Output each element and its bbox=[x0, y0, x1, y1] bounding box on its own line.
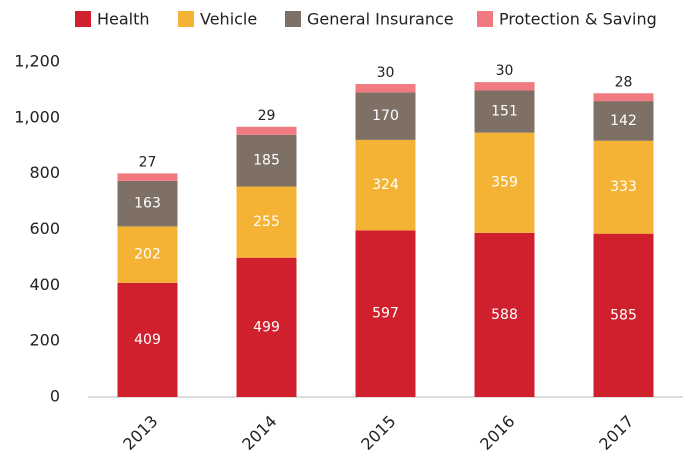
data-label: 28 bbox=[615, 74, 633, 90]
bar-segment bbox=[593, 93, 654, 102]
data-label: 27 bbox=[139, 154, 157, 170]
data-label: 29 bbox=[258, 108, 276, 124]
bar-segment bbox=[355, 230, 416, 397]
y-tick-label: 800 bbox=[29, 163, 60, 182]
data-label: 499 bbox=[253, 319, 280, 335]
bar-segment bbox=[474, 82, 535, 91]
x-tick-label: 2013 bbox=[119, 412, 161, 454]
data-label: 202 bbox=[134, 247, 161, 263]
legend-swatch bbox=[285, 11, 301, 27]
data-label: 170 bbox=[372, 108, 399, 124]
x-tick-label: 2015 bbox=[357, 412, 399, 454]
y-tick-label: 200 bbox=[29, 331, 60, 350]
data-label: 151 bbox=[491, 104, 518, 120]
data-label: 597 bbox=[372, 306, 399, 322]
y-tick-label: 400 bbox=[29, 275, 60, 294]
data-label: 30 bbox=[496, 63, 514, 79]
data-label: 255 bbox=[253, 214, 280, 230]
bar-segment bbox=[593, 101, 654, 141]
x-tick-label: 2017 bbox=[595, 412, 637, 454]
y-tick-label: 600 bbox=[29, 219, 60, 238]
bar-segment bbox=[593, 140, 654, 234]
bar-segment bbox=[474, 232, 535, 397]
data-label: 163 bbox=[134, 196, 161, 212]
data-label: 142 bbox=[610, 113, 637, 129]
legend-label: General Insurance bbox=[307, 10, 454, 29]
data-label: 324 bbox=[372, 177, 399, 193]
bar-segment bbox=[355, 139, 416, 231]
bar-segment bbox=[474, 90, 535, 133]
data-label: 333 bbox=[610, 179, 637, 195]
y-tick-label: 1,000 bbox=[14, 107, 60, 126]
bar-segment bbox=[117, 180, 178, 227]
bar-segment bbox=[236, 257, 297, 397]
bar-segment bbox=[117, 282, 178, 397]
legend-swatch bbox=[75, 11, 91, 27]
legend-label: Vehicle bbox=[200, 10, 257, 29]
data-label: 185 bbox=[253, 153, 280, 169]
legend-swatch bbox=[178, 11, 194, 27]
bar-segment bbox=[236, 186, 297, 258]
bar-segment bbox=[593, 233, 654, 397]
bar-segment bbox=[236, 126, 297, 135]
data-label: 409 bbox=[134, 332, 161, 348]
y-tick-label: 0 bbox=[50, 387, 60, 406]
y-tick-label: 1,200 bbox=[14, 52, 60, 71]
x-tick-label: 2016 bbox=[476, 412, 518, 454]
data-label: 359 bbox=[491, 175, 518, 191]
data-label: 588 bbox=[491, 307, 518, 323]
legend-label: Protection & Saving bbox=[499, 10, 657, 29]
bar-segment bbox=[355, 84, 416, 93]
x-tick-label: 2014 bbox=[238, 412, 280, 454]
bar-segment bbox=[117, 173, 178, 181]
bar-segment bbox=[355, 92, 416, 140]
legend-label: Health bbox=[97, 10, 150, 29]
bar-segment bbox=[117, 226, 178, 283]
data-label: 30 bbox=[377, 65, 395, 81]
legend-swatch bbox=[477, 11, 493, 27]
data-label: 585 bbox=[610, 307, 637, 323]
bar-segment bbox=[474, 132, 535, 233]
bar-segment bbox=[236, 134, 297, 187]
